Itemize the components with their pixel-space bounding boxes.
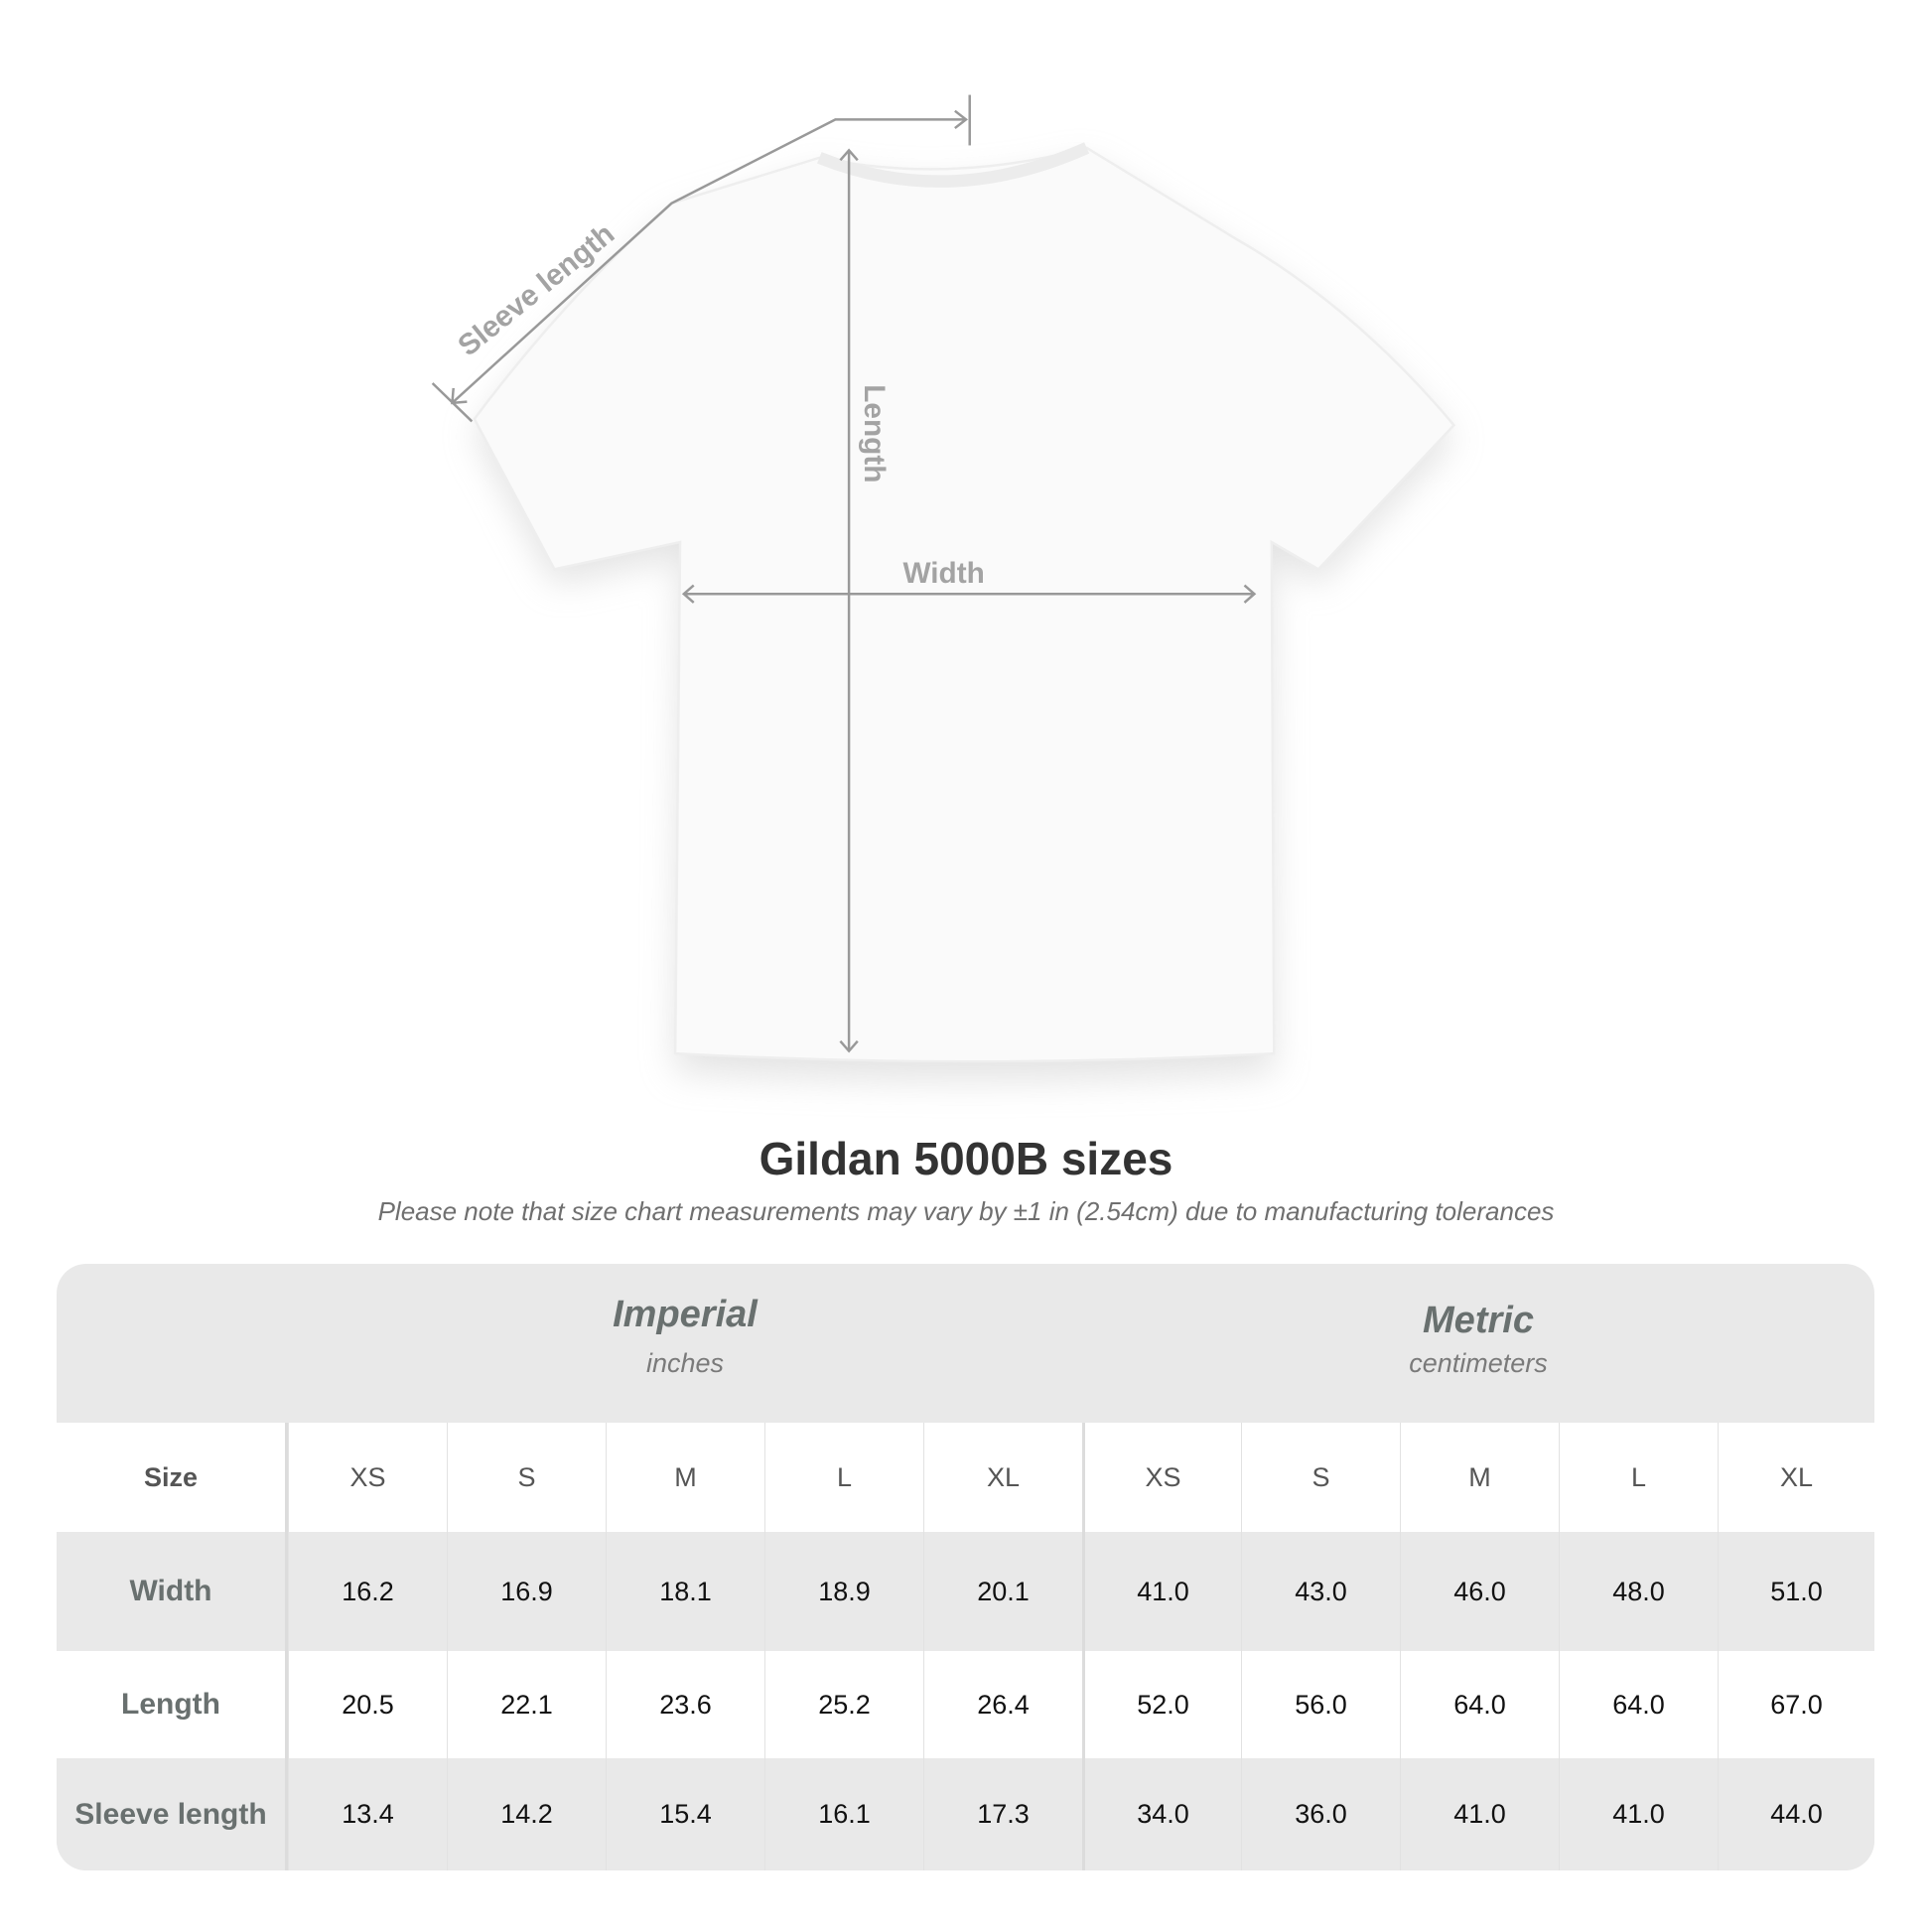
value-imperial-cell: 13.4 (288, 1758, 447, 1870)
value-imperial-cell: 15.4 (606, 1758, 764, 1870)
size-metric-header: XL (1718, 1423, 1874, 1532)
size-metric-header: M (1400, 1423, 1559, 1532)
value-metric-cell: 52.0 (1082, 1651, 1241, 1758)
table-row: Width 16.2 16.9 18.1 18.9 20.1 41.0 43.0 46.0 48.… (57, 1532, 1874, 1651)
value-metric-cell: 64.0 (1559, 1651, 1718, 1758)
row-label: Sleeve length (57, 1758, 288, 1870)
value-metric-cell: 48.0 (1559, 1532, 1718, 1651)
row-label: Length (57, 1651, 288, 1758)
value-metric-cell: 41.0 (1082, 1532, 1241, 1651)
size-table: Imperial inches Metric centimeters Size X… (57, 1264, 1874, 1870)
table-row: Sleeve length 13.4 14.2 15.4 16.1 17.3 34.0 36.… (57, 1758, 1874, 1870)
metric-unit: centimeters (1409, 1348, 1548, 1378)
value-imperial-cell: 17.3 (923, 1758, 1082, 1870)
value-imperial-cell: 14.2 (447, 1758, 606, 1870)
row-label: Width (57, 1532, 288, 1651)
value-metric-cell: 51.0 (1718, 1532, 1874, 1651)
measurement-lines (431, 94, 1257, 1053)
size-metric-header: L (1559, 1423, 1718, 1532)
size-imperial-header: M (606, 1423, 764, 1532)
size-metric-header: S (1241, 1423, 1400, 1532)
size-metric-header: XS (1082, 1423, 1241, 1532)
size-imperial-header: S (447, 1423, 606, 1532)
size-imperial-header: L (764, 1423, 923, 1532)
value-imperial-cell: 18.1 (606, 1532, 764, 1651)
value-imperial-cell: 18.9 (764, 1532, 923, 1651)
value-metric-cell: 67.0 (1718, 1651, 1874, 1758)
imperial-unit: inches (645, 1348, 725, 1378)
value-metric-cell: 46.0 (1400, 1532, 1559, 1651)
table-row: Length 20.5 22.1 23.6 25.2 26.4 52.0 56.0 64.0 64… (57, 1651, 1874, 1758)
tshirt-shape (473, 146, 1456, 1063)
size-header-row: Size XS S M L XL XS S M L XL (57, 1423, 1874, 1532)
value-metric-cell: 34.0 (1082, 1758, 1241, 1870)
imperial-heading: Imperial (613, 1294, 758, 1335)
page-title: Gildan 5000B sizes (759, 1133, 1173, 1184)
value-metric-cell: 36.0 (1241, 1758, 1400, 1870)
value-metric-cell: 41.0 (1559, 1758, 1718, 1870)
width-label: Width (902, 557, 984, 590)
tolerance-note: Please note that size chart measurements… (377, 1196, 1555, 1226)
value-metric-cell: 64.0 (1400, 1651, 1559, 1758)
value-imperial-cell: 16.2 (288, 1532, 447, 1651)
value-metric-cell: 44.0 (1718, 1758, 1874, 1870)
length-label: Length (858, 384, 891, 483)
value-imperial-cell: 25.2 (764, 1651, 923, 1758)
value-imperial-cell: 16.1 (764, 1758, 923, 1870)
value-imperial-cell: 20.1 (923, 1532, 1082, 1651)
row-label: Size (57, 1423, 288, 1532)
value-imperial-cell: 16.9 (447, 1532, 606, 1651)
value-imperial-cell: 20.5 (288, 1651, 447, 1758)
value-imperial-cell: 26.4 (923, 1651, 1082, 1758)
size-imperial-header: XS (288, 1423, 447, 1532)
value-metric-cell: 56.0 (1241, 1651, 1400, 1758)
metric-header: Metric centimeters (1082, 1300, 1874, 1458)
value-metric-cell: 41.0 (1400, 1758, 1559, 1870)
metric-heading: Metric (1423, 1300, 1534, 1341)
value-imperial-cell: 22.1 (447, 1651, 606, 1758)
size-imperial-header: XL (923, 1423, 1082, 1532)
value-imperial-cell: 23.6 (606, 1651, 764, 1758)
imperial-header: Imperial inches (288, 1294, 1082, 1452)
value-metric-cell: 43.0 (1241, 1532, 1400, 1651)
